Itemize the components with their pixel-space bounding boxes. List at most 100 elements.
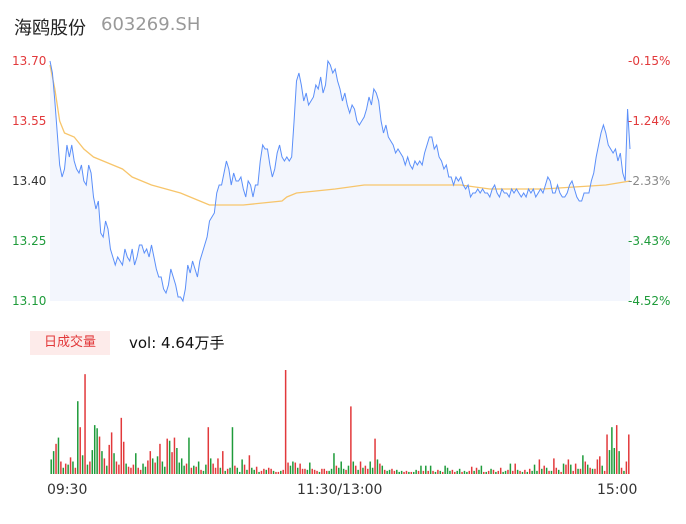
volume-bar: [127, 466, 130, 474]
volume-bar: [451, 469, 454, 474]
volume-bar: [350, 406, 352, 474]
volume-bar: [538, 459, 541, 474]
volume-bar: [74, 467, 77, 474]
volume-bar: [531, 470, 533, 474]
volume-bar: [369, 461, 371, 474]
volume-bar: [113, 453, 115, 474]
volume-bar: [420, 465, 422, 474]
volume-bar: [606, 434, 608, 474]
volume-bar: [180, 458, 183, 474]
volume-bar: [487, 470, 490, 474]
volume-bar: [362, 467, 364, 474]
volume-bar: [69, 457, 72, 474]
volume-bar: [437, 469, 439, 474]
volume-bar: [596, 459, 599, 474]
volume-bar: [543, 465, 545, 474]
volume-bar: [284, 370, 287, 474]
volume-bar: [224, 470, 226, 474]
volume-bar: [183, 465, 185, 474]
volume-bar: [410, 471, 413, 474]
volume-bar: [251, 467, 253, 474]
volume-bar: [159, 443, 161, 474]
volume-bar: [207, 427, 210, 474]
volume-bar: [214, 467, 217, 474]
volume-bar: [388, 469, 391, 474]
volume-bar: [238, 471, 241, 474]
volume-bar: [589, 467, 591, 474]
volume-bar: [483, 471, 485, 474]
volume-bar: [217, 458, 219, 474]
volume-bar: [205, 464, 207, 474]
volume-bar: [101, 451, 103, 474]
volume-bar: [560, 471, 562, 474]
price-tick-0: 13.70: [12, 54, 47, 68]
volume-bar: [193, 465, 195, 474]
volume-bar: [615, 425, 618, 474]
time-tick-midday: 11:30/13:00: [297, 482, 383, 498]
volume-bar: [125, 463, 127, 474]
volume-bar: [502, 471, 504, 474]
volume-bar: [364, 465, 367, 474]
volume-bar: [272, 470, 275, 474]
volume-bar: [171, 452, 173, 474]
volume-bar: [354, 465, 357, 474]
volume-bar: [67, 464, 69, 474]
volume-bar: [557, 469, 560, 474]
volume-bar: [379, 463, 381, 474]
volume-bar: [289, 465, 292, 474]
stock-code: 603269.SH: [101, 14, 201, 35]
volume-bar: [202, 470, 205, 474]
volume-bar: [338, 467, 340, 474]
volume-bar: [313, 469, 316, 474]
volume-bar: [120, 417, 123, 474]
volume-bar: [277, 471, 280, 474]
time-tick-close: 15:00: [597, 482, 638, 498]
volume-bar: [512, 470, 514, 474]
volume-bar: [485, 471, 487, 474]
volume-bar: [422, 470, 425, 474]
volume-bar: [456, 470, 458, 474]
volume-bar: [478, 469, 480, 474]
volume-bar: [323, 468, 326, 474]
volume-bar: [86, 464, 89, 474]
volume-bar: [367, 468, 369, 474]
volume-bar: [200, 469, 202, 474]
volume-bar: [309, 462, 311, 474]
price-area-fill: [50, 61, 630, 301]
volume-bar: [383, 469, 386, 474]
pct-tick-1: -1.24%: [628, 114, 671, 128]
volume-bar: [570, 464, 572, 474]
volume-bar: [241, 459, 243, 474]
volume-total: vol: 4.64万手: [129, 334, 225, 352]
volume-bar: [57, 437, 60, 474]
volume-bar: [93, 425, 96, 474]
stock-name: 海鸥股份: [14, 18, 86, 39]
volume-bar: [110, 432, 113, 474]
volume-bar: [526, 471, 529, 474]
volume-bar: [386, 470, 388, 474]
volume-bar: [591, 468, 594, 474]
volume-bar: [108, 444, 110, 474]
volume-bar: [263, 468, 265, 474]
volume-bar: [188, 437, 190, 474]
volume-bar: [429, 465, 432, 474]
volume-bar: [325, 470, 328, 474]
pct-tick-4: -4.52%: [628, 294, 671, 308]
volume-bar: [168, 440, 171, 474]
volume-bar: [62, 467, 65, 474]
volume-bar: [64, 463, 67, 474]
volume-bar: [396, 469, 398, 474]
volume-bar: [507, 469, 509, 474]
volume-bar: [292, 461, 294, 474]
volume-bar: [555, 467, 558, 474]
volume-bar: [376, 459, 379, 474]
volume-bar: [149, 451, 152, 474]
volume-bar: [608, 450, 611, 474]
volume-bar: [514, 463, 516, 474]
volume-bar: [173, 437, 176, 474]
volume-bar: [156, 456, 159, 474]
price-tick-3: 13.25: [12, 234, 47, 248]
volume-bar: [60, 461, 62, 474]
volume-bar: [545, 467, 548, 474]
volume-bar: [72, 461, 74, 474]
